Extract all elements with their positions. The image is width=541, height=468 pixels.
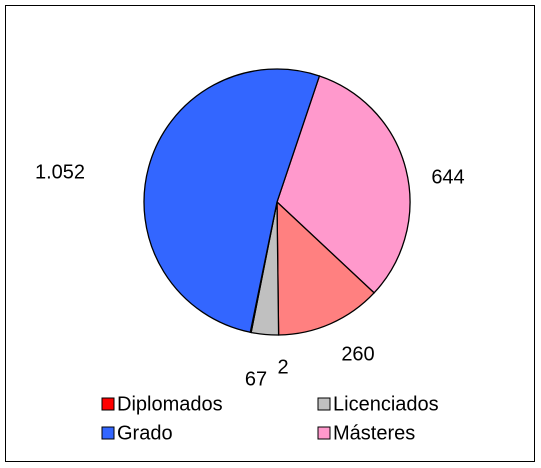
pie-slice [276, 75, 411, 294]
data-label: 2 [277, 356, 288, 378]
legend-swatch [101, 426, 115, 440]
legend-label: Grado [117, 422, 173, 444]
data-label: 260 [341, 343, 374, 365]
legend-swatch [101, 397, 115, 411]
pie-slice [143, 68, 321, 334]
legend-label: Másteres [333, 422, 415, 444]
data-label: 644 [431, 166, 464, 188]
legend-label: Licenciados [333, 393, 439, 415]
legend-swatch [317, 397, 331, 411]
data-label: 67 [245, 368, 267, 390]
legend-swatch [317, 426, 331, 440]
pie-slice [276, 200, 376, 336]
data-label: 1.052 [35, 161, 85, 183]
legend-label: Diplomados [117, 393, 223, 415]
